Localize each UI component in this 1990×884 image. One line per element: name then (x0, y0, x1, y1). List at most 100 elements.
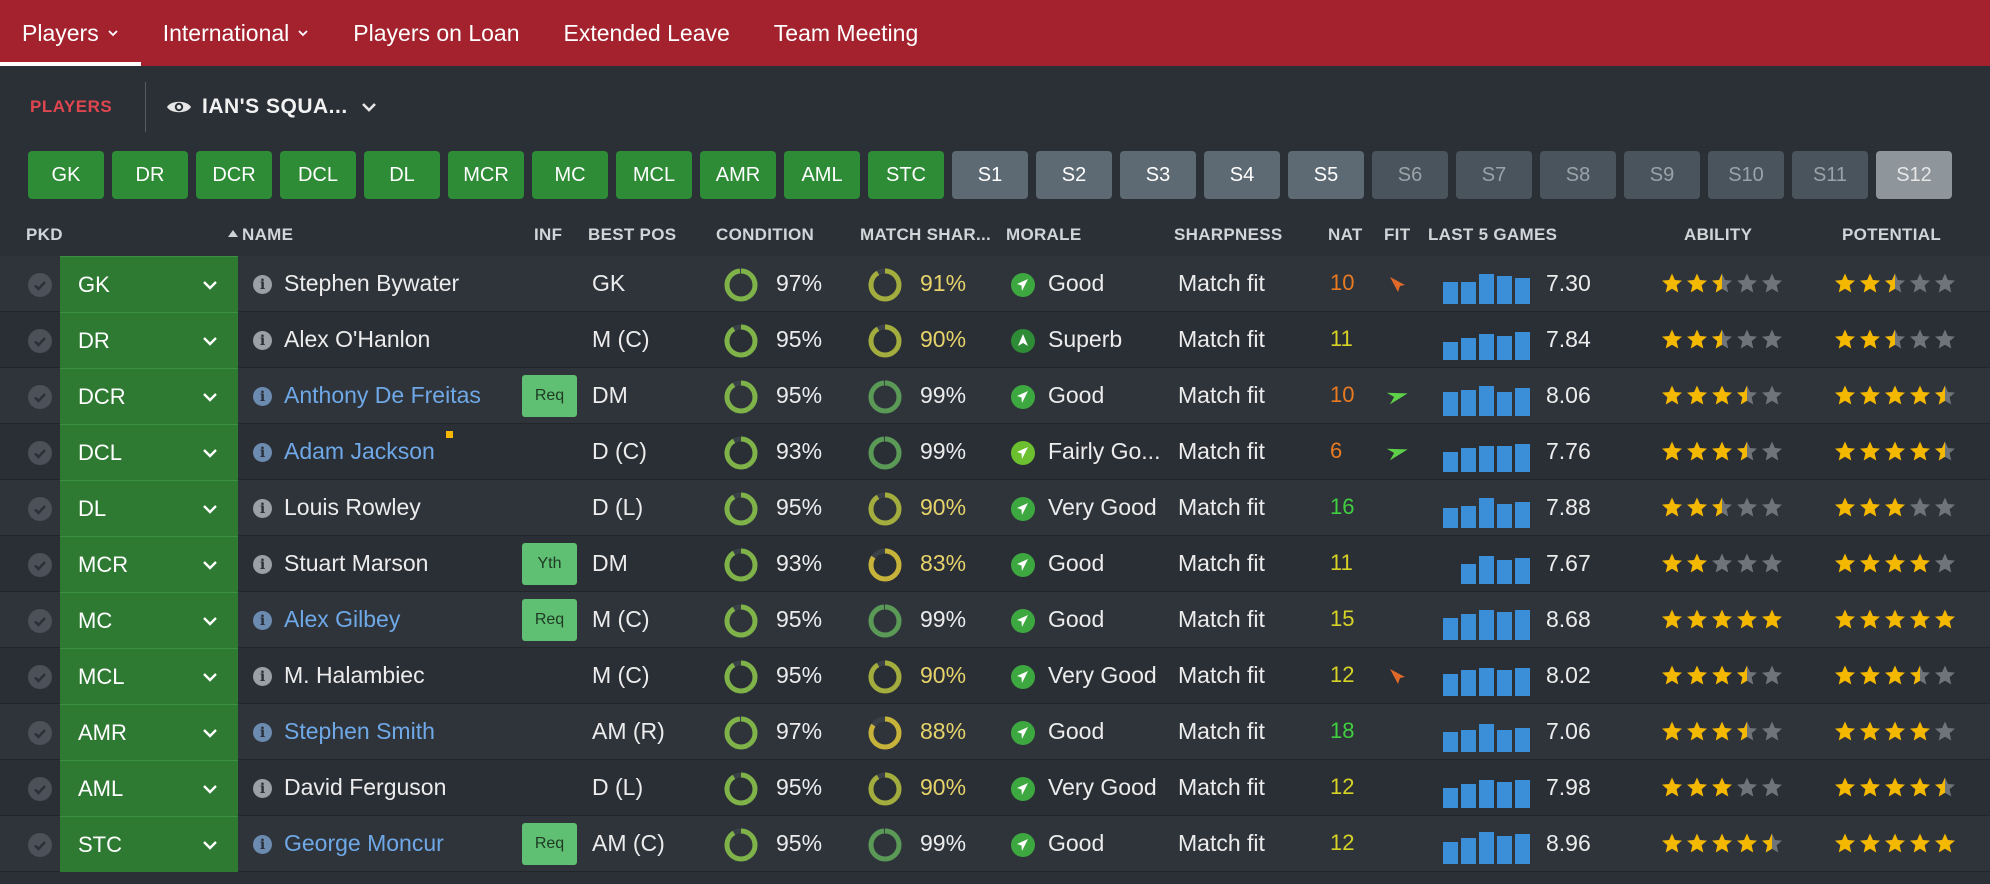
position-button-s2[interactable]: S2 (1036, 151, 1112, 199)
position-select[interactable]: DCR (60, 368, 238, 424)
info-icon[interactable]: i (253, 835, 272, 854)
col-last5[interactable]: LAST 5 GAMES (1428, 225, 1558, 244)
position-button-s7[interactable]: S7 (1456, 151, 1532, 199)
position-select[interactable]: AML (60, 760, 238, 816)
position-select[interactable]: GK (60, 256, 238, 312)
info-icon[interactable]: i (253, 275, 272, 294)
col-ability[interactable]: ABILITY (1684, 225, 1753, 244)
picked-check-icon[interactable] (28, 385, 52, 409)
position-select[interactable]: DL (60, 480, 238, 536)
nav-tab-extended-leave[interactable]: Extended Leave (542, 0, 752, 66)
table-row[interactable]: AMR i Stephen Smith AM (R) 97% 88% Good Match f… (0, 704, 1990, 760)
position-select[interactable]: STC (60, 816, 238, 872)
position-button-dl[interactable]: DL (364, 151, 440, 199)
table-row[interactable]: DCL i Adam Jackson D (C) 93% 99% Fairly Go... M… (0, 424, 1990, 480)
col-inf[interactable]: INF (534, 225, 563, 244)
player-name[interactable]: M. Halambiec (284, 662, 425, 688)
position-select[interactable]: DR (60, 312, 238, 368)
player-name[interactable]: Anthony De Freitas (284, 382, 481, 408)
table-row[interactable]: AML i David Ferguson D (L) 95% 90% Very Good Ma… (0, 760, 1990, 816)
picked-check-icon[interactable] (28, 273, 52, 297)
table-row[interactable]: DCR i Anthony De Freitas Req DM 95% 99% Good Mat… (0, 368, 1990, 424)
table-row[interactable]: DL i Louis Rowley D (L) 95% 90% Very Good Match… (0, 480, 1990, 536)
col-nat[interactable]: NAT (1328, 225, 1363, 244)
col-name[interactable]: NAME (228, 225, 293, 245)
view-selector[interactable]: IAN'S SQUA... (202, 95, 348, 118)
picked-check-icon[interactable] (28, 609, 52, 633)
table-row[interactable]: DR i Alex O'Hanlon M (C) 95% 90% Superb Match f… (0, 312, 1990, 368)
table-row[interactable]: MCR i Stuart Marson Yth DM 93% 83% Good Match fi… (0, 536, 1990, 592)
position-button-dcl[interactable]: DCL (280, 151, 356, 199)
eye-icon[interactable] (166, 98, 192, 116)
nav-tab-team-meeting[interactable]: Team Meeting (752, 0, 940, 66)
player-name[interactable]: Stephen Smith (284, 718, 435, 744)
table-row[interactable]: STC i George Moncur Req AM (C) 95% 99% Good Matc… (0, 816, 1990, 872)
player-name[interactable]: Stephen Bywater (284, 270, 460, 296)
nav-tab-players-on-loan[interactable]: Players on Loan (331, 0, 541, 66)
info-icon[interactable]: i (253, 331, 272, 350)
picked-check-icon[interactable] (28, 665, 52, 689)
position-button-mc[interactable]: MC (532, 151, 608, 199)
info-icon[interactable]: i (253, 611, 272, 630)
position-select[interactable]: MC (60, 592, 238, 648)
table-row[interactable]: GK i Stephen Bywater GK 97% 91% Good Match fit 1… (0, 256, 1990, 312)
nav-tab-international[interactable]: International (141, 0, 332, 66)
position-button-s4[interactable]: S4 (1204, 151, 1280, 199)
position-button-aml[interactable]: AML (784, 151, 860, 199)
position-button-s12[interactable]: S12 (1876, 151, 1952, 199)
table-row[interactable]: MCL i M. Halambiec M (C) 95% 90% Very Good Matc… (0, 648, 1990, 704)
player-name[interactable]: Alex Gilbey (284, 606, 401, 632)
player-name[interactable]: Alex O'Hanlon (284, 326, 431, 352)
position-button-s11[interactable]: S11 (1792, 151, 1868, 199)
position-button-dcr[interactable]: DCR (196, 151, 272, 199)
position-button-s6[interactable]: S6 (1372, 151, 1448, 199)
position-button-amr[interactable]: AMR (700, 151, 776, 199)
position-button-s1[interactable]: S1 (952, 151, 1028, 199)
picked-check-icon[interactable] (28, 441, 52, 465)
chevron-down-icon[interactable] (360, 98, 378, 116)
position-button-dr[interactable]: DR (112, 151, 188, 199)
info-icon[interactable]: i (253, 779, 272, 798)
position-select[interactable]: DCL (60, 424, 238, 480)
picked-check-icon[interactable] (28, 777, 52, 801)
player-name[interactable]: Stuart Marson (284, 550, 429, 576)
position-button-mcl[interactable]: MCL (616, 151, 692, 199)
position-button-mcr[interactable]: MCR (448, 151, 524, 199)
position-button-gk[interactable]: GK (28, 151, 104, 199)
position-button-s3[interactable]: S3 (1120, 151, 1196, 199)
picked-check-icon[interactable] (28, 497, 52, 521)
player-name[interactable]: Louis Rowley (284, 494, 421, 520)
col-fit[interactable]: FIT (1384, 225, 1411, 244)
info-icon[interactable]: i (253, 667, 272, 686)
player-name[interactable]: David Ferguson (284, 774, 447, 800)
info-icon[interactable]: i (253, 499, 272, 518)
col-best-pos[interactable]: BEST POS (588, 225, 677, 244)
best-position: AM (R) (592, 718, 665, 744)
col-pkd[interactable]: PKD (26, 225, 63, 244)
position-button-s8[interactable]: S8 (1540, 151, 1616, 199)
position-select[interactable]: MCL (60, 648, 238, 704)
picked-check-icon[interactable] (28, 329, 52, 353)
table-row[interactable]: MC i Alex Gilbey Req M (C) 95% 99% Good Match fi… (0, 592, 1990, 648)
position-select[interactable]: AMR (60, 704, 238, 760)
position-select[interactable]: MCR (60, 536, 238, 592)
position-button-s10[interactable]: S10 (1708, 151, 1784, 199)
position-button-stc[interactable]: STC (868, 151, 944, 199)
info-icon[interactable]: i (253, 443, 272, 462)
player-name[interactable]: Adam Jackson (284, 438, 435, 464)
info-icon[interactable]: i (253, 555, 272, 574)
picked-check-icon[interactable] (28, 721, 52, 745)
col-potential[interactable]: POTENTIAL (1842, 225, 1942, 244)
col-condition[interactable]: CONDITION (716, 225, 815, 244)
picked-check-icon[interactable] (28, 833, 52, 857)
player-name[interactable]: George Moncur (284, 830, 444, 856)
nav-tab-players[interactable]: Players (0, 0, 141, 66)
position-button-s9[interactable]: S9 (1624, 151, 1700, 199)
info-icon[interactable]: i (253, 387, 272, 406)
info-icon[interactable]: i (253, 723, 272, 742)
col-match-sharpness[interactable]: MATCH SHAR... (860, 225, 992, 244)
position-button-s5[interactable]: S5 (1288, 151, 1364, 199)
picked-check-icon[interactable] (28, 553, 52, 577)
col-sharpness[interactable]: SHARPNESS (1174, 225, 1283, 244)
col-morale[interactable]: MORALE (1006, 225, 1082, 244)
